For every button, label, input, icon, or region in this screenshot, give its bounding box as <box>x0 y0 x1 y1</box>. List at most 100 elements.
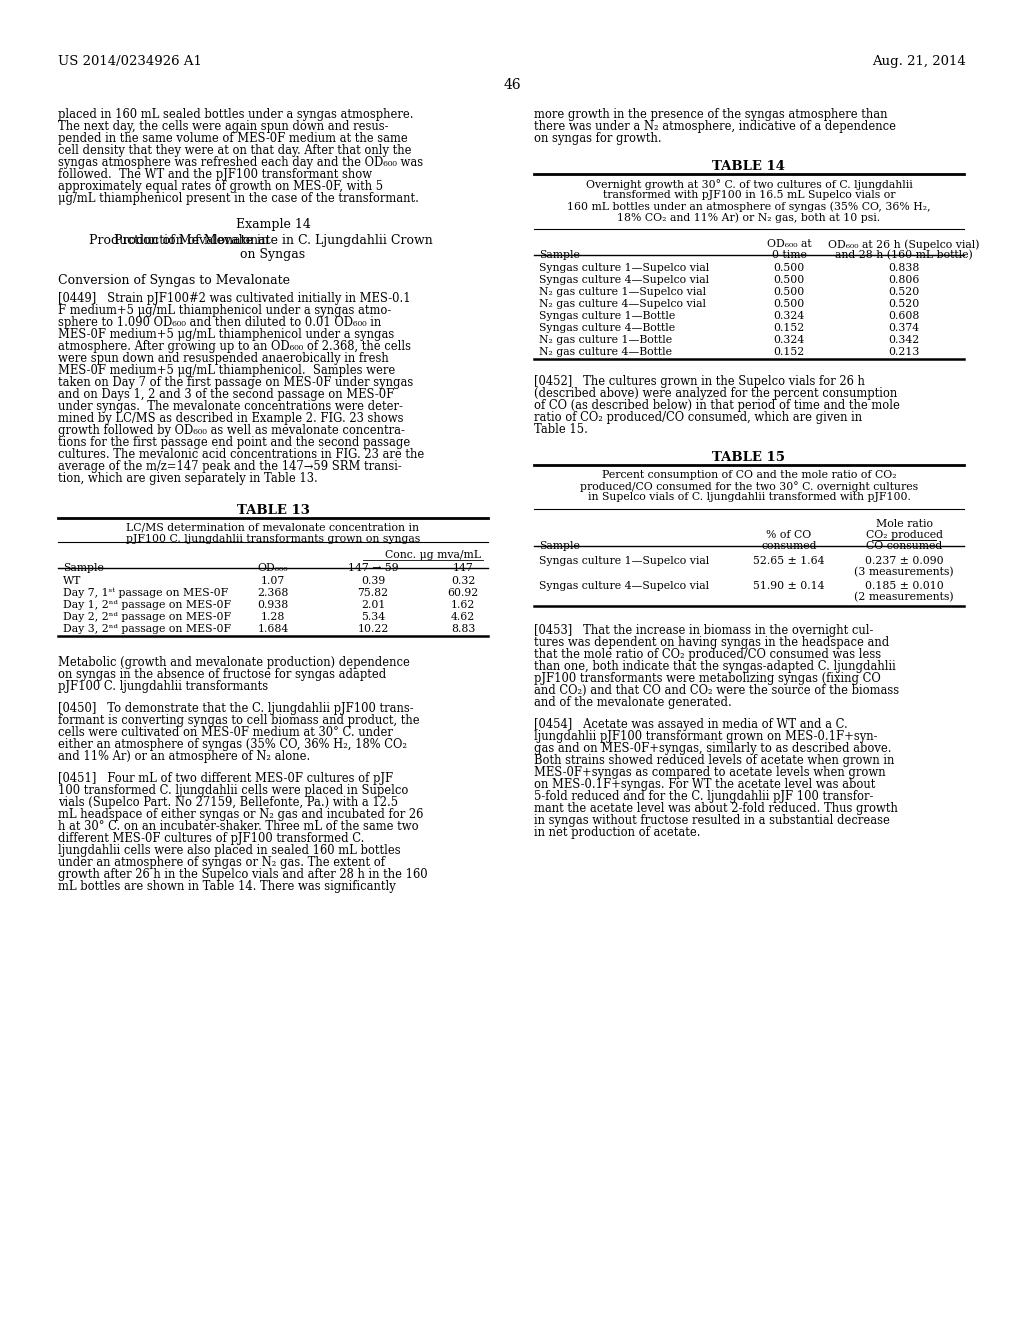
Text: N₂ gas culture 4—Supelco vial: N₂ gas culture 4—Supelco vial <box>539 300 706 309</box>
Text: 0.213: 0.213 <box>888 347 920 356</box>
Text: pJF100 transformants were metabolizing syngas (fixing CO: pJF100 transformants were metabolizing s… <box>534 672 881 685</box>
Text: cultures. The mevalonic acid concentrations in FIG. 23 are the: cultures. The mevalonic acid concentrati… <box>58 447 424 461</box>
Text: 0.500: 0.500 <box>773 286 805 297</box>
Text: OD₆₀₀ at: OD₆₀₀ at <box>767 239 811 249</box>
Text: 0.152: 0.152 <box>773 323 805 333</box>
Text: average of the m/z=147 peak and the 147→59 SRM transi-: average of the m/z=147 peak and the 147→… <box>58 459 401 473</box>
Text: CO consumed: CO consumed <box>866 541 942 550</box>
Text: on syngas in the absence of fructose for syngas adapted: on syngas in the absence of fructose for… <box>58 668 386 681</box>
Text: more growth in the presence of the syngas atmosphere than: more growth in the presence of the synga… <box>534 108 888 121</box>
Text: Percent consumption of CO and the mole ratio of CO₂: Percent consumption of CO and the mole r… <box>602 470 896 480</box>
Text: 0.374: 0.374 <box>889 323 920 333</box>
Text: mL bottles are shown in Table 14. There was significantly: mL bottles are shown in Table 14. There … <box>58 880 395 894</box>
Text: consumed: consumed <box>761 541 817 550</box>
Text: 147: 147 <box>453 564 473 573</box>
Text: under syngas.  The mevalonate concentrations were deter-: under syngas. The mevalonate concentrati… <box>58 400 402 413</box>
Text: Sample: Sample <box>63 564 103 573</box>
Text: pended in the same volume of MES-0F medium at the same: pended in the same volume of MES-0F medi… <box>58 132 408 145</box>
Text: growth followed by OD₆₀₀ as well as mevalonate concentra-: growth followed by OD₆₀₀ as well as meva… <box>58 424 404 437</box>
Text: (described above) were analyzed for the percent consumption: (described above) were analyzed for the … <box>534 387 897 400</box>
Text: 0.838: 0.838 <box>888 263 920 273</box>
Text: ratio of CO₂ produced/CO consumed, which are given in: ratio of CO₂ produced/CO consumed, which… <box>534 411 862 424</box>
Text: mant the acetate level was about 2-fold reduced. Thus growth: mant the acetate level was about 2-fold … <box>534 803 898 814</box>
Text: TABLE 13: TABLE 13 <box>237 504 309 517</box>
Text: and 28 h (160 mL bottle): and 28 h (160 mL bottle) <box>836 249 973 260</box>
Text: there was under a N₂ atmosphere, indicative of a dependence: there was under a N₂ atmosphere, indicat… <box>534 120 896 133</box>
Text: 0.152: 0.152 <box>773 347 805 356</box>
Text: 4.62: 4.62 <box>451 612 475 622</box>
Text: formant is converting syngas to cell biomass and product, the: formant is converting syngas to cell bio… <box>58 714 420 727</box>
Text: 1.07: 1.07 <box>261 576 285 586</box>
Text: % of CO: % of CO <box>766 531 812 540</box>
Text: vials (Supelco Part. No 27159, Bellefonte, Pa.) with a 12.5: vials (Supelco Part. No 27159, Bellefont… <box>58 796 398 809</box>
Text: MES-0F+syngas as compared to acetate levels when grown: MES-0F+syngas as compared to acetate lev… <box>534 766 886 779</box>
Text: TABLE 14: TABLE 14 <box>713 160 785 173</box>
Text: Day 7, 1ˢᵗ passage on MES-0F: Day 7, 1ˢᵗ passage on MES-0F <box>63 587 228 598</box>
Text: pJF100 C. ljungdahlii transformants grown on syngas: pJF100 C. ljungdahlii transformants grow… <box>126 535 420 544</box>
Text: 0.237 ± 0.090: 0.237 ± 0.090 <box>864 556 943 566</box>
Text: 0.806: 0.806 <box>888 275 920 285</box>
Text: 2.01: 2.01 <box>360 601 385 610</box>
Text: Conversion of Syngas to Mevalonate: Conversion of Syngas to Mevalonate <box>58 275 290 286</box>
Text: CO₂ produced: CO₂ produced <box>865 531 942 540</box>
Text: 5.34: 5.34 <box>360 612 385 622</box>
Text: OD₆₀₀: OD₆₀₀ <box>258 564 288 573</box>
Text: 100 transformed C. ljungdahlii cells were placed in Supelco: 100 transformed C. ljungdahlii cells wer… <box>58 784 409 797</box>
Text: 0.500: 0.500 <box>773 263 805 273</box>
Text: 0.520: 0.520 <box>889 286 920 297</box>
Text: that the mole ratio of CO₂ produced/CO consumed was less: that the mole ratio of CO₂ produced/CO c… <box>534 648 881 661</box>
Text: [0453]   That the increase in biomass in the overnight cul-: [0453] That the increase in biomass in t… <box>534 624 873 638</box>
Text: mined by LC/MS as described in Example 2. FIG. 23 shows: mined by LC/MS as described in Example 2… <box>58 412 403 425</box>
Text: and CO₂) and that CO and CO₂ were the source of the biomass: and CO₂) and that CO and CO₂ were the so… <box>534 684 899 697</box>
Text: than one, both indicate that the syngas-adapted C. ljungdahlii: than one, both indicate that the syngas-… <box>534 660 896 673</box>
Text: 0.324: 0.324 <box>773 312 805 321</box>
Text: Syngas culture 1—Bottle: Syngas culture 1—Bottle <box>539 312 675 321</box>
Text: Aug. 21, 2014: Aug. 21, 2014 <box>872 55 966 69</box>
Text: growth after 26 h in the Supelco vials and after 28 h in the 160: growth after 26 h in the Supelco vials a… <box>58 869 428 880</box>
Text: [0449]   Strain pJF100#2 was cultivated initially in MES-0.1: [0449] Strain pJF100#2 was cultivated in… <box>58 292 411 305</box>
Text: in Supelco vials of C. ljungdahlii transformed with pJF100.: in Supelco vials of C. ljungdahlii trans… <box>588 492 910 502</box>
Text: were spun down and resuspended anaerobically in fresh: were spun down and resuspended anaerobic… <box>58 352 389 366</box>
Text: LC/MS determination of mevalonate concentration in: LC/MS determination of mevalonate concen… <box>127 523 420 533</box>
Text: MES-0F medium+5 μg/mL thiamphenicol under a syngas: MES-0F medium+5 μg/mL thiamphenicol unde… <box>58 327 394 341</box>
Text: 1.28: 1.28 <box>261 612 286 622</box>
Text: 18% CO₂ and 11% Ar) or N₂ gas, both at 10 psi.: 18% CO₂ and 11% Ar) or N₂ gas, both at 1… <box>617 213 881 223</box>
Text: cells were cultivated on MES-0F medium at 30° C. under: cells were cultivated on MES-0F medium a… <box>58 726 393 739</box>
Text: in net production of acetate.: in net production of acetate. <box>534 826 700 840</box>
Text: 46: 46 <box>503 78 521 92</box>
Text: 0.500: 0.500 <box>773 275 805 285</box>
Text: [0454]   Acetate was assayed in media of WT and a C.: [0454] Acetate was assayed in media of W… <box>534 718 848 731</box>
Text: Sample: Sample <box>539 249 580 260</box>
Text: Day 3, 2ⁿᵈ passage on MES-0F: Day 3, 2ⁿᵈ passage on MES-0F <box>63 624 231 634</box>
Text: and 11% Ar) or an atmosphere of N₂ alone.: and 11% Ar) or an atmosphere of N₂ alone… <box>58 750 310 763</box>
Text: (2 measurements): (2 measurements) <box>854 591 953 602</box>
Text: 60.92: 60.92 <box>447 587 478 598</box>
Text: followed.  The WT and the pJF100 transformant show: followed. The WT and the pJF100 transfor… <box>58 168 372 181</box>
Text: 0.500: 0.500 <box>773 300 805 309</box>
Text: 0 time: 0 time <box>771 249 807 260</box>
Text: produced/CO consumed for the two 30° C. overnight cultures: produced/CO consumed for the two 30° C. … <box>580 480 919 492</box>
Text: Syngas culture 4—Supelco vial: Syngas culture 4—Supelco vial <box>539 275 710 285</box>
Text: pJF100 C. ljungdahlii transformants: pJF100 C. ljungdahlii transformants <box>58 680 268 693</box>
Text: 0.938: 0.938 <box>257 601 289 610</box>
Text: Syngas culture 4—Bottle: Syngas culture 4—Bottle <box>539 323 675 333</box>
Text: tures was dependent on having syngas in the headspace and: tures was dependent on having syngas in … <box>534 636 889 649</box>
Text: [0452]   The cultures grown in the Supelco vials for 26 h: [0452] The cultures grown in the Supelco… <box>534 375 865 388</box>
Text: Example 14: Example 14 <box>236 218 310 231</box>
Text: Sample: Sample <box>539 541 580 550</box>
Text: 1.684: 1.684 <box>257 624 289 634</box>
Text: [0451]   Four mL of two different MES-0F cultures of pJF: [0451] Four mL of two different MES-0F c… <box>58 772 393 785</box>
Text: and of the mevalonate generated.: and of the mevalonate generated. <box>534 696 732 709</box>
Text: Day 1, 2ⁿᵈ passage on MES-0F: Day 1, 2ⁿᵈ passage on MES-0F <box>63 601 231 610</box>
Text: OD₆₀₀ at 26 h (Supelco vial): OD₆₀₀ at 26 h (Supelco vial) <box>828 239 980 249</box>
Text: ljungdahlii cells were also placed in sealed 160 mL bottles: ljungdahlii cells were also placed in se… <box>58 843 400 857</box>
Text: Syngas culture 4—Supelco vial: Syngas culture 4—Supelco vial <box>539 581 710 591</box>
Text: 8.83: 8.83 <box>451 624 475 634</box>
Text: TABLE 15: TABLE 15 <box>713 451 785 465</box>
Text: MES-0F medium+5 μg/mL thiamphenicol.  Samples were: MES-0F medium+5 μg/mL thiamphenicol. Sam… <box>58 364 395 378</box>
Text: 1.62: 1.62 <box>451 601 475 610</box>
Text: Production of Mevalonate in: Production of Mevalonate in <box>89 234 273 247</box>
Text: Overnight growth at 30° C. of two cultures of C. ljungdahlii: Overnight growth at 30° C. of two cultur… <box>586 180 912 190</box>
Text: WT: WT <box>63 576 81 586</box>
Text: either an atmosphere of syngas (35% CO, 36% H₂, 18% CO₂: either an atmosphere of syngas (35% CO, … <box>58 738 407 751</box>
